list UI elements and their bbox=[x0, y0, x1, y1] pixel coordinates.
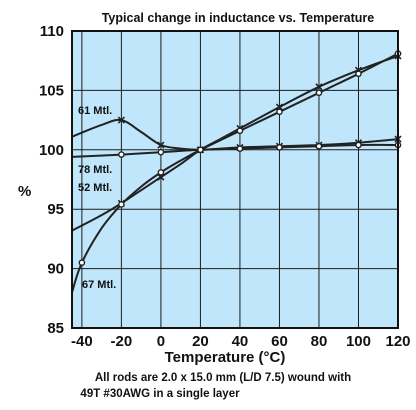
x-tick-label: -20 bbox=[111, 333, 133, 350]
data-point bbox=[315, 89, 323, 97]
data-point bbox=[276, 144, 283, 151]
series-label: 78 Mtl. bbox=[78, 164, 112, 176]
data-point bbox=[157, 148, 165, 156]
data-point bbox=[157, 169, 165, 176]
data-point bbox=[315, 142, 323, 150]
x-tick-label: -40 bbox=[71, 333, 93, 350]
footnote-line-1: All rods are 2.0 x 15.0 mm (L/D 7.5) wou… bbox=[95, 372, 351, 384]
y-tick-label: 90 bbox=[47, 261, 64, 278]
series-label: 61 Mtl. bbox=[78, 105, 112, 117]
data-point bbox=[118, 201, 125, 208]
x-axis-label: Temperature (°C) bbox=[165, 349, 286, 366]
data-point bbox=[117, 116, 125, 124]
data-point bbox=[315, 83, 323, 91]
data-point bbox=[197, 146, 204, 154]
data-point bbox=[236, 127, 244, 135]
data-point bbox=[78, 259, 86, 266]
x-tick-label: 120 bbox=[385, 333, 410, 350]
y-tick-label: 110 bbox=[40, 23, 64, 40]
series-67-mtl bbox=[71, 50, 402, 293]
series-layer bbox=[71, 50, 402, 293]
data-point bbox=[236, 145, 244, 152]
data-point bbox=[355, 141, 362, 149]
data-point bbox=[275, 103, 284, 111]
series-label: 52 Mtl. bbox=[78, 182, 112, 194]
series-labels: 61 Mtl. 78 Mtl. 52 Mtl. 67 Mtl. bbox=[78, 105, 116, 291]
plot-frame bbox=[71, 30, 399, 329]
data-point bbox=[276, 108, 283, 116]
x-tick-label: 80 bbox=[311, 333, 328, 350]
data-point bbox=[355, 70, 362, 78]
y-tick-label: 95 bbox=[47, 201, 64, 218]
x-tick-label: 40 bbox=[232, 333, 249, 350]
x-tick-label: 0 bbox=[157, 333, 165, 350]
series-label: 67 Mtl. bbox=[82, 279, 116, 291]
x-tick-label: 20 bbox=[192, 333, 209, 350]
data-point bbox=[118, 151, 125, 158]
y-tick-label: 100 bbox=[39, 142, 64, 159]
data-point bbox=[157, 141, 165, 149]
x-tick-label: 100 bbox=[346, 333, 371, 350]
data-point bbox=[157, 173, 165, 181]
y-tick-label: 105 bbox=[39, 82, 64, 99]
footnote-line-2: 49T #30AWG in a single layer bbox=[80, 388, 240, 400]
y-axis-label: % bbox=[18, 183, 31, 200]
tick-labels: -40 -20 0 20 40 60 80 100 120 85 90 95 100 105 110 bbox=[39, 23, 411, 350]
y-tick-label: 85 bbox=[47, 320, 64, 337]
x-tick-label: 60 bbox=[271, 333, 288, 350]
chart-title: Typical change in inductance vs. Tempera… bbox=[102, 11, 375, 25]
